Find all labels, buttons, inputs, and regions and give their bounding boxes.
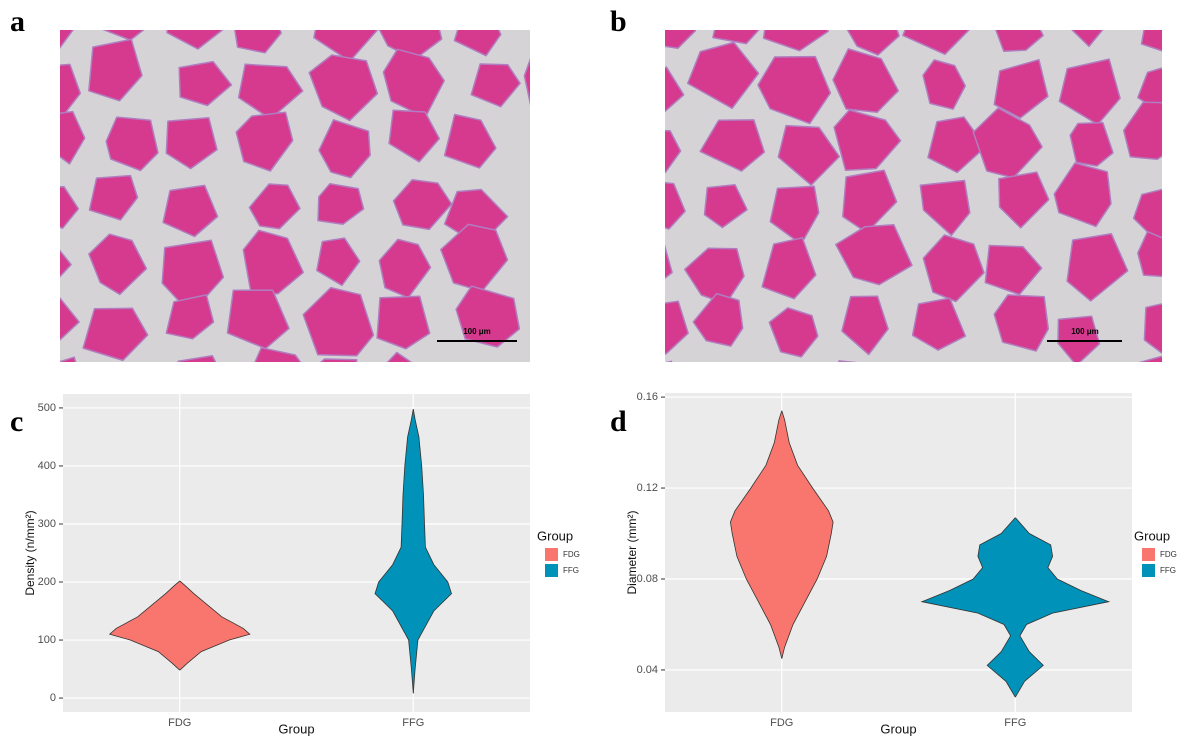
scale-bar-label: 100 μm (463, 327, 491, 336)
y-tick-label: 400 (38, 460, 56, 472)
plot-panel (665, 393, 1132, 712)
muscle-fiber (994, 295, 1048, 351)
muscle-fiber (632, 0, 696, 48)
y-tick-label: 0.08 (637, 573, 658, 585)
y-tick-label: 500 (38, 402, 56, 414)
muscle-fiber (1138, 232, 1186, 277)
muscle-fiber (543, 0, 590, 42)
muscle-fiber (532, 292, 591, 354)
panel-label: d (610, 405, 627, 438)
legend-label: FFG (1160, 566, 1176, 575)
y-tick-label: 0.04 (637, 664, 658, 676)
muscle-fiber (524, 47, 582, 108)
muscle-fiber (521, 369, 583, 427)
x-axis-label: Group (880, 721, 916, 736)
x-tick-label: FDG (770, 717, 793, 729)
legend-title: Group (537, 528, 573, 543)
scale-bar-label: 100 μm (1071, 327, 1099, 336)
page: a b 100 μm 100 μm 0 100 200 300 400 500 FDG FFG… (0, 0, 1186, 737)
panel-label: b (610, 5, 627, 38)
legend-key (545, 564, 558, 577)
y-axis-label: Density (n/mm²) (23, 510, 37, 595)
muscle-fiber (533, 117, 601, 180)
y-axis-label: Diameter (mm²) (625, 511, 639, 595)
legend-label: FDG (1160, 550, 1177, 559)
micrograph (12, 0, 601, 427)
legend-title: Group (1134, 528, 1170, 543)
legend-key (1142, 564, 1155, 577)
muscle-fiber (536, 235, 598, 309)
legend-label: FDG (563, 550, 580, 559)
legend-key (1142, 548, 1155, 561)
y-tick-label: 300 (38, 518, 56, 530)
panel-label: a (10, 5, 25, 38)
micrograph (626, 0, 1186, 427)
x-tick-label: FFG (1004, 717, 1026, 729)
legend-label: FFG (563, 566, 579, 575)
y-tick-label: 0 (50, 692, 56, 704)
y-tick-label: 100 (38, 634, 56, 646)
plot-panel (63, 394, 530, 712)
muscle-fiber (1142, 4, 1186, 55)
x-axis-label: Group (278, 721, 314, 736)
figure: a b 100 μm 100 μm 0 100 200 300 400 500 FDG FFG… (0, 0, 1186, 737)
x-tick-label: FFG (402, 717, 424, 729)
legend-key (545, 548, 558, 561)
y-tick-label: 200 (38, 576, 56, 588)
muscle-fiber (1136, 355, 1184, 402)
y-tick-label: 0.16 (637, 391, 658, 403)
y-tick-label: 0.12 (637, 482, 658, 494)
panel-label: c (10, 405, 23, 438)
x-tick-label: FDG (168, 717, 191, 729)
muscle-fiber (538, 188, 589, 247)
